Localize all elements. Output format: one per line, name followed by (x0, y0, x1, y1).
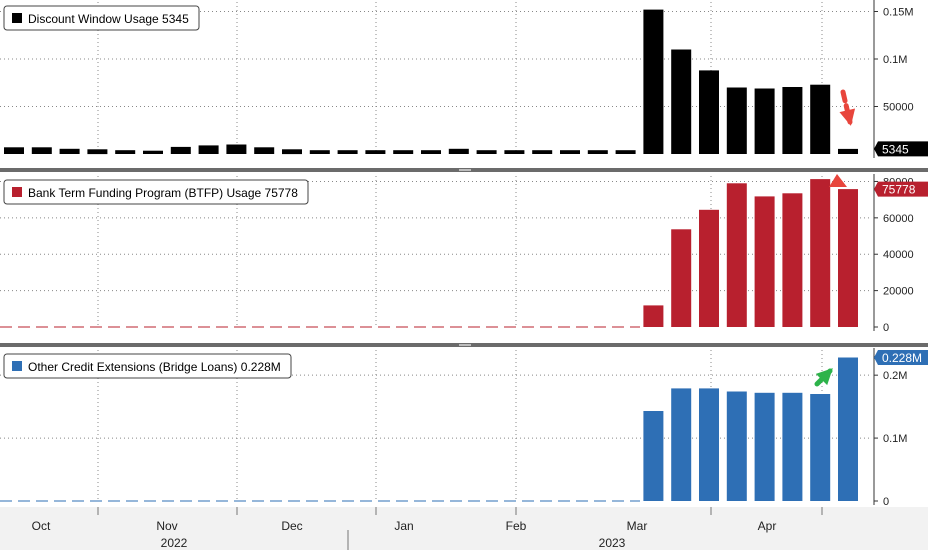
x-tick-label: Oct (32, 519, 51, 533)
bar (282, 149, 302, 155)
bar (810, 179, 831, 327)
y-tick-label: 0 (883, 496, 889, 508)
y-tick-label: 60000 (883, 213, 914, 225)
legend[interactable]: Other Credit Extensions (Bridge Loans) 0… (3, 353, 292, 379)
bar (782, 392, 803, 501)
bar (87, 149, 108, 155)
x-tick-label: Apr (758, 519, 777, 533)
separator-handle[interactable] (459, 344, 471, 346)
bar (59, 148, 80, 154)
last-value-label: 0.228M (882, 351, 922, 365)
bar (421, 150, 441, 154)
bar (365, 150, 386, 154)
square-icon-red (12, 187, 22, 197)
bar (448, 148, 469, 154)
bar (615, 150, 636, 154)
x-axis-background (0, 507, 928, 550)
bar (671, 388, 692, 501)
up-arrow-icon (829, 174, 847, 187)
x-tick-label: Nov (156, 519, 177, 533)
legend-label: Discount Window Usage 5345 (28, 12, 189, 26)
legend[interactable]: Bank Term Funding Program (BTFP) Usage 7… (3, 179, 309, 205)
bar (782, 193, 803, 327)
bar (810, 84, 831, 154)
bar (587, 150, 608, 154)
x-tick-label: Mar (627, 519, 648, 533)
bar (476, 150, 497, 154)
bar (671, 229, 692, 327)
bar (726, 391, 747, 501)
y-tick-label: 20000 (883, 286, 914, 298)
panel-3: 0 0.1M 0.2M 0.228M Other Credit Extensions (… (0, 348, 928, 508)
last-value-badge (874, 350, 928, 366)
bar (754, 88, 775, 154)
last-value-badge (874, 141, 928, 157)
down-arrow-icon (839, 89, 856, 126)
bar (309, 150, 330, 154)
bar (643, 411, 664, 501)
bar (115, 150, 136, 154)
x-tick-label: Dec (281, 519, 302, 533)
panel-2: 02000040000600008000075778Bank Term Fund… (0, 174, 928, 334)
bar (838, 357, 858, 501)
square-icon-black (12, 13, 22, 23)
y-tick-label: 0.2M (883, 370, 907, 382)
y-tick-label: 0.1M (883, 433, 907, 445)
y-tick-label: 0 (883, 322, 889, 334)
legend[interactable]: Discount Window Usage 5345 (3, 5, 200, 31)
bar (643, 9, 664, 154)
bar (699, 209, 719, 327)
bar (699, 70, 719, 154)
bar (504, 150, 525, 154)
square-icon-blue (12, 361, 22, 371)
bar (726, 87, 747, 154)
bar (838, 148, 858, 154)
bar (226, 144, 247, 154)
last-value-label: 75778 (882, 183, 916, 197)
bar (170, 146, 191, 154)
panel-1: 50000 0.1M 0.15M 5345 Discount Window Usage … (0, 0, 928, 158)
bar (198, 145, 219, 154)
bar (782, 87, 803, 154)
bar (810, 394, 831, 501)
bar (4, 147, 24, 154)
bar (393, 150, 414, 154)
bar (254, 147, 275, 154)
last-value-label: 5345 (882, 142, 909, 156)
bar (532, 150, 553, 154)
bar (754, 196, 775, 327)
bar (726, 183, 747, 327)
separator-handle[interactable] (459, 169, 471, 171)
y-tick-label: 0.1M (883, 54, 907, 66)
bar (754, 392, 775, 501)
legend-label: Other Credit Extensions (Bridge Loans) 0… (28, 360, 281, 374)
y-tick-label: 0.15M (883, 7, 914, 19)
bar (699, 388, 719, 501)
bar (643, 305, 664, 327)
x-year-label: 2023 (599, 536, 626, 550)
last-value-badge (874, 181, 928, 197)
y-tick-label: 50000 (883, 102, 914, 114)
x-tick-label: Jan (394, 519, 413, 533)
bar (31, 147, 52, 154)
up-arrow-icon (814, 368, 833, 387)
bar (143, 150, 163, 154)
legend-box (3, 5, 200, 31)
legend-label: Bank Term Funding Program (BTFP) Usage 7… (28, 186, 298, 200)
bar (337, 150, 358, 154)
y-tick-label: 40000 (883, 249, 914, 261)
bar (838, 189, 858, 327)
x-tick-label: Feb (506, 519, 527, 533)
x-year-label: 2022 (161, 536, 188, 550)
legend-box (3, 179, 309, 205)
bar (671, 49, 692, 154)
legend-box (3, 353, 292, 379)
bar (560, 150, 580, 154)
